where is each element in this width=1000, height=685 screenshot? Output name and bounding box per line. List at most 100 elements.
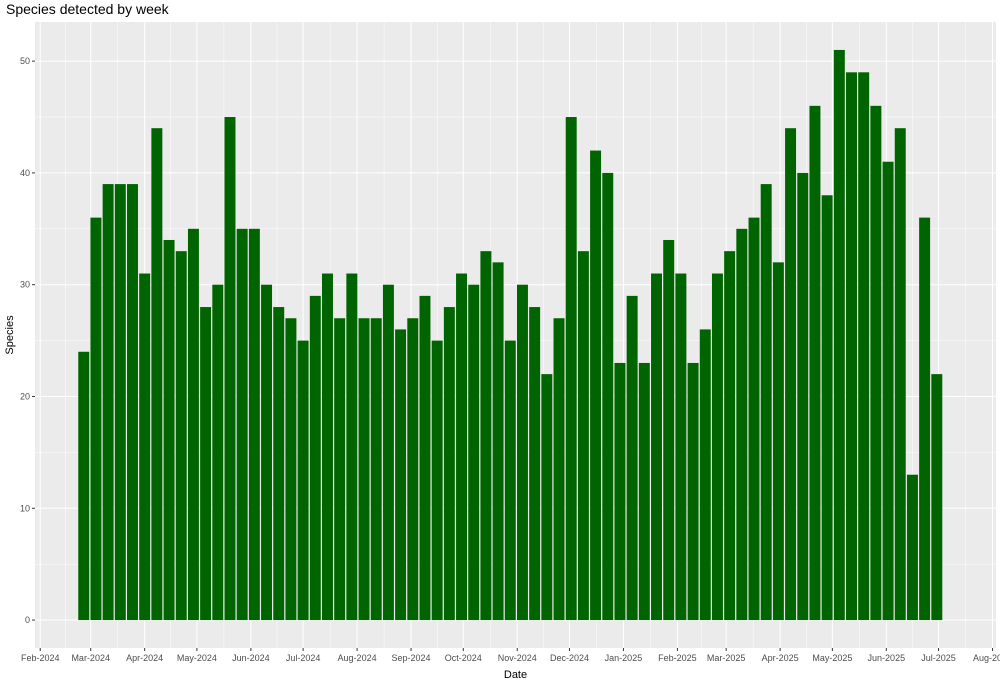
x-tick-label: Feb-2025 [658, 653, 697, 663]
bar [797, 172, 809, 621]
bar [565, 117, 577, 621]
x-tick-label: Apr-2025 [762, 653, 799, 663]
bar [236, 228, 248, 621]
bar [321, 273, 333, 621]
x-tick-label: Aug-2025 [973, 653, 1000, 663]
bar [931, 374, 943, 621]
y-tick-label: 20 [20, 391, 30, 401]
bar [919, 217, 931, 621]
x-tick-label: Jul-2024 [286, 653, 321, 663]
bar [346, 273, 358, 621]
bar [456, 273, 468, 621]
bar [663, 239, 675, 621]
y-tick-label: 10 [20, 503, 30, 513]
bar [248, 228, 260, 621]
bar [772, 262, 784, 621]
bar [139, 273, 151, 621]
bar [90, 217, 102, 621]
bar [724, 251, 736, 621]
bar [760, 184, 772, 621]
bar [175, 251, 187, 621]
bar [553, 318, 565, 621]
x-tick-label: May-2025 [812, 653, 852, 663]
bar [504, 340, 516, 621]
bar [358, 318, 370, 621]
bar [200, 307, 212, 621]
x-axis-title: Date [504, 669, 527, 681]
y-tick-label: 40 [20, 168, 30, 178]
bar [224, 117, 236, 621]
bar [480, 251, 492, 621]
bar [614, 362, 626, 621]
bar [846, 72, 857, 621]
y-tick-label: 30 [20, 280, 30, 290]
bar [297, 340, 309, 621]
bar [699, 329, 711, 621]
bar [602, 172, 614, 621]
bar [102, 184, 114, 621]
bar [395, 329, 407, 621]
x-tick-label: Jun-2025 [868, 653, 906, 663]
bar [151, 128, 163, 621]
x-tick-label: Sep-2024 [392, 653, 431, 663]
x-tick-label: Mar-2025 [707, 653, 746, 663]
bar [212, 284, 224, 621]
bar [261, 284, 273, 621]
x-tick-label: Dec-2024 [550, 653, 589, 663]
bar [370, 318, 382, 621]
x-tick-label: May-2024 [177, 653, 217, 663]
bar [651, 273, 663, 621]
bar [809, 105, 821, 621]
bar [882, 161, 894, 621]
bar [431, 340, 443, 621]
bar [687, 362, 699, 621]
x-tick-label: Apr-2024 [126, 653, 163, 663]
bar [626, 295, 638, 621]
x-tick-label: Mar-2024 [71, 653, 110, 663]
bar [419, 295, 431, 621]
bar [114, 184, 126, 621]
bar [711, 273, 723, 621]
bar [833, 49, 845, 621]
bar [541, 374, 553, 621]
bar [187, 228, 199, 621]
bar [906, 474, 918, 621]
x-tick-label: Jan-2025 [605, 653, 643, 663]
x-tick-label: Oct-2024 [445, 653, 482, 663]
bar [382, 284, 394, 621]
bar [273, 307, 285, 621]
bar [285, 318, 297, 621]
bar [870, 105, 882, 621]
x-tick-label: Jul-2025 [921, 653, 956, 663]
bar [529, 307, 541, 621]
y-axis-title: Species [4, 315, 16, 355]
x-tick-label: Jun-2024 [232, 653, 270, 663]
bar [638, 362, 650, 621]
bar [492, 262, 504, 621]
bar [468, 284, 480, 621]
bar [163, 239, 175, 621]
chart-title: Species detected by week [6, 1, 169, 17]
bar [407, 318, 419, 621]
bar [858, 72, 870, 621]
bar [736, 228, 748, 621]
bar [748, 217, 760, 621]
bar [785, 128, 797, 621]
bar [309, 295, 321, 621]
bar [675, 273, 687, 621]
bar [443, 307, 455, 621]
x-tick-label: Feb-2024 [21, 653, 60, 663]
bar [577, 251, 589, 621]
x-tick-label: Aug-2024 [338, 653, 377, 663]
bar [821, 195, 833, 621]
y-tick-label: 50 [20, 56, 30, 66]
bar [127, 184, 138, 621]
bar [590, 150, 602, 621]
x-tick-label: Nov-2024 [498, 653, 537, 663]
bar [894, 128, 906, 621]
y-tick-label: 0 [25, 615, 30, 625]
bar [78, 351, 90, 621]
bar [334, 318, 346, 621]
bar [516, 284, 528, 621]
